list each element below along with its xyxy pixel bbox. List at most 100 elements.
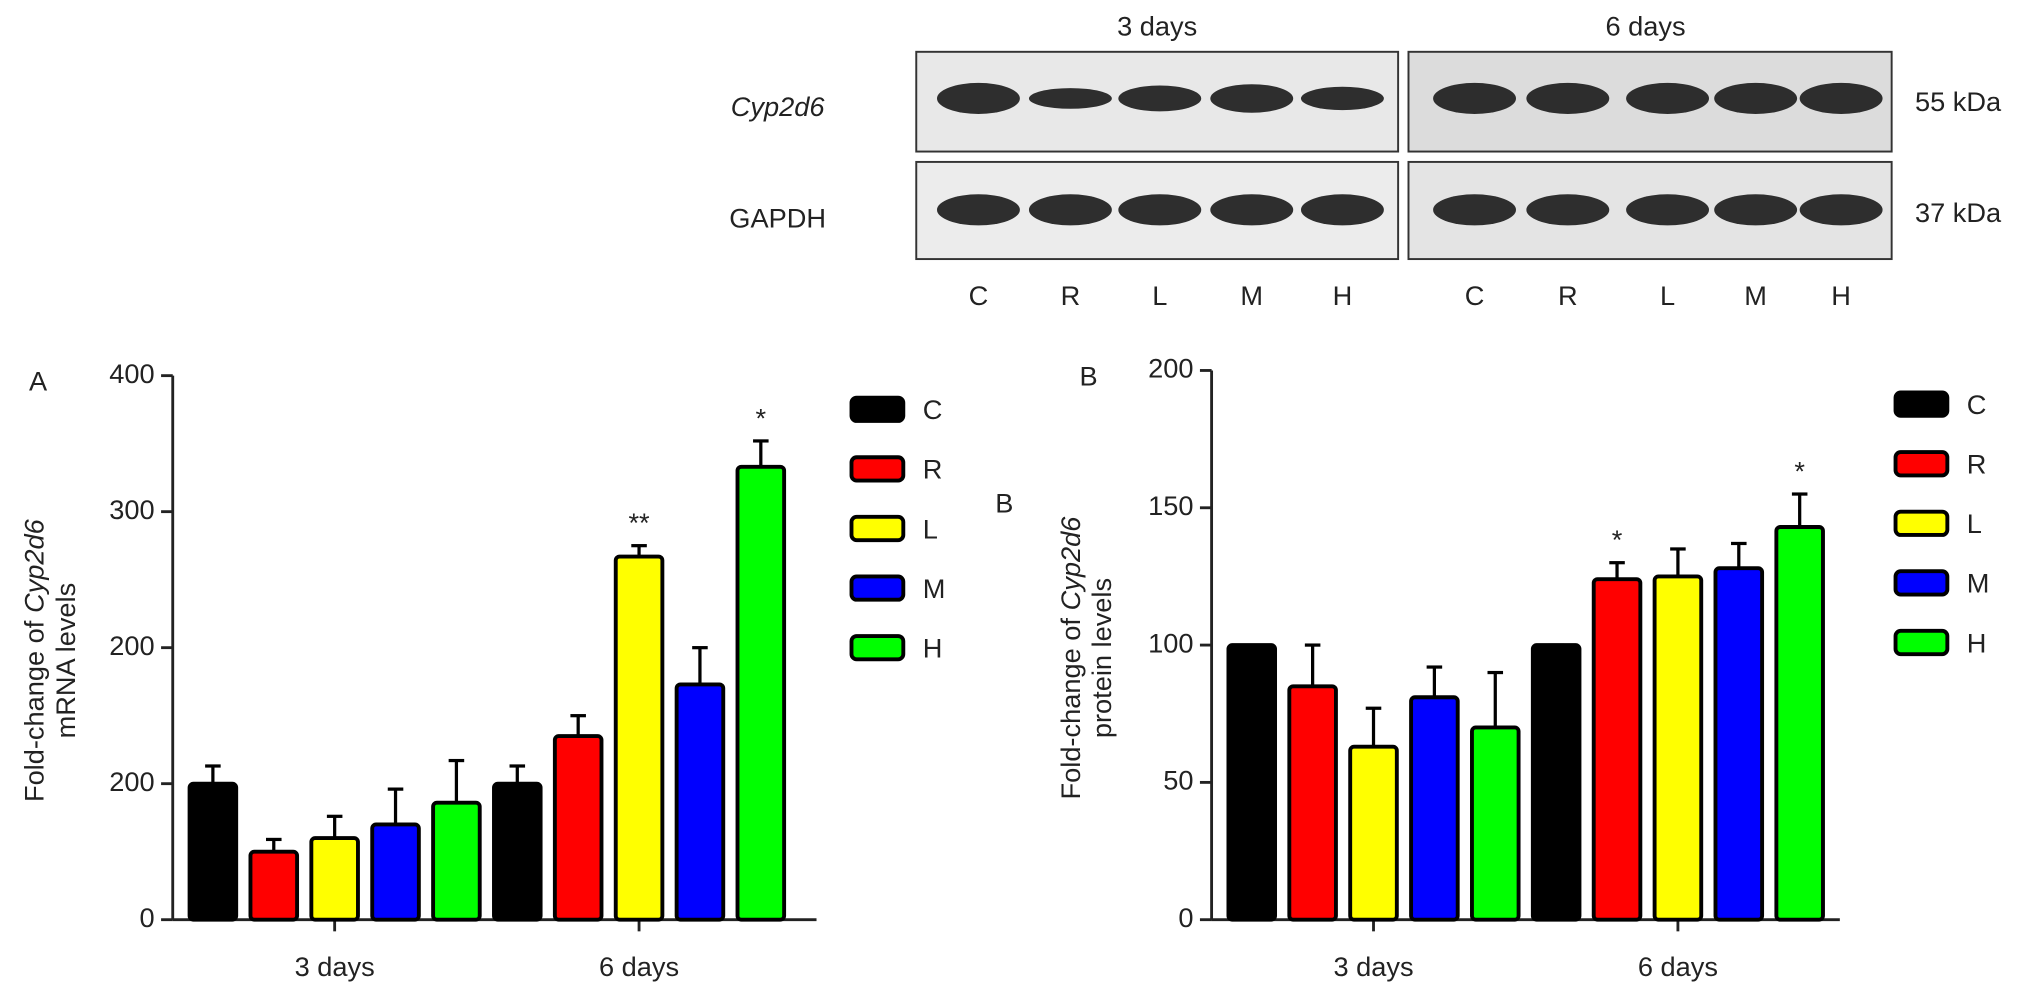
bar bbox=[674, 682, 726, 922]
blot-band bbox=[1118, 85, 1202, 112]
bar bbox=[552, 734, 604, 922]
bar bbox=[1226, 643, 1278, 922]
bar bbox=[370, 822, 421, 922]
blot-band bbox=[1626, 82, 1710, 114]
legend-swatch bbox=[1893, 569, 1950, 597]
blot-band bbox=[1433, 82, 1516, 114]
bar bbox=[309, 836, 360, 922]
legend-label: C bbox=[1967, 389, 1987, 420]
annotation: * bbox=[1612, 524, 1623, 555]
blot-size-label: 55 kDa bbox=[1915, 86, 2002, 117]
panel-label: A bbox=[29, 366, 48, 397]
blot-band bbox=[1433, 194, 1516, 226]
y-tick-label: 0 bbox=[139, 902, 154, 933]
legend-label: L bbox=[1967, 508, 1982, 539]
legend-swatch bbox=[849, 455, 906, 483]
bar bbox=[1287, 684, 1338, 922]
blot-row-label: Cyp2d6 bbox=[731, 91, 826, 122]
legend-swatch bbox=[1893, 450, 1950, 478]
legend-swatch bbox=[1893, 390, 1950, 418]
bar bbox=[248, 849, 300, 922]
bar bbox=[1348, 744, 1399, 922]
bar bbox=[1591, 577, 1643, 922]
bar bbox=[1470, 725, 1521, 922]
x-tick-label: 3 days bbox=[295, 951, 375, 982]
bar bbox=[187, 781, 239, 922]
lane-label: L bbox=[1152, 280, 1167, 311]
western-blot bbox=[915, 50, 1893, 261]
legend-label: M bbox=[923, 573, 946, 604]
bar bbox=[1652, 574, 1704, 922]
legend-label: R bbox=[923, 454, 943, 485]
y-axis-label: Fold-change of Cyp2d6protein levels bbox=[1055, 516, 1117, 800]
lane-label: H bbox=[1831, 280, 1851, 311]
legend-swatch bbox=[849, 574, 906, 602]
blot-band bbox=[936, 82, 1020, 114]
y-tick-label: 0 bbox=[1178, 902, 1193, 933]
bar bbox=[1530, 643, 1582, 922]
legend-label: H bbox=[923, 632, 943, 663]
panel-label: B bbox=[1079, 360, 1097, 391]
annotation: ** bbox=[628, 507, 650, 538]
legend-label: R bbox=[1967, 449, 1987, 480]
bar bbox=[1409, 695, 1460, 922]
y-label-part: mRNA levels bbox=[50, 583, 81, 739]
lane-label: R bbox=[1061, 280, 1081, 311]
blot-band bbox=[1210, 194, 1294, 226]
blot-band bbox=[1526, 194, 1610, 226]
y-tick-label: 200 bbox=[109, 766, 154, 797]
y-label-part: Cyp2d6 bbox=[19, 518, 50, 613]
bar bbox=[492, 781, 543, 922]
bar bbox=[735, 464, 787, 922]
y-tick-label: 150 bbox=[1148, 490, 1193, 521]
blot-band bbox=[1526, 82, 1610, 114]
bar bbox=[431, 800, 482, 922]
blot-band bbox=[1028, 88, 1112, 109]
bar bbox=[1713, 566, 1765, 922]
y-label-part: Cyp2d6 bbox=[1055, 516, 1086, 611]
legend-label: C bbox=[923, 394, 943, 425]
y-label-part: Fold-change of bbox=[1055, 618, 1086, 800]
y-tick-label: 200 bbox=[1148, 353, 1193, 384]
annotation: * bbox=[756, 402, 767, 433]
blot-band bbox=[1300, 86, 1384, 111]
blot-band bbox=[1626, 194, 1710, 226]
blot-band bbox=[1799, 194, 1883, 226]
legend-label: L bbox=[923, 513, 938, 544]
note: B bbox=[995, 487, 1013, 518]
blot-band bbox=[1714, 194, 1798, 226]
x-tick-label: 3 days bbox=[1333, 951, 1413, 982]
lane-label: C bbox=[969, 280, 989, 311]
blot-band bbox=[1028, 194, 1112, 226]
legend-swatch bbox=[1893, 509, 1950, 537]
legend-label: H bbox=[1967, 627, 1987, 658]
lane-label: H bbox=[1333, 280, 1353, 311]
lane-label: M bbox=[1240, 280, 1263, 311]
annotation: * bbox=[1794, 456, 1805, 487]
blot-band bbox=[1118, 194, 1202, 226]
y-tick-label: 100 bbox=[1148, 627, 1193, 658]
legend-swatch bbox=[849, 514, 906, 543]
period-label: 3 days bbox=[1117, 11, 1197, 42]
blot-band bbox=[1210, 84, 1294, 113]
lane-label: M bbox=[1744, 280, 1767, 311]
y-label-part: Fold-change of bbox=[19, 620, 50, 802]
y-label-part: protein levels bbox=[1086, 578, 1117, 738]
x-tick-label: 6 days bbox=[599, 951, 679, 982]
bar bbox=[1774, 525, 1825, 922]
period-label: 6 days bbox=[1605, 11, 1685, 42]
y-tick-label: 200 bbox=[109, 630, 154, 661]
blot-band bbox=[1799, 82, 1883, 114]
lane-label: C bbox=[1465, 280, 1485, 311]
x-tick-label: 6 days bbox=[1638, 951, 1718, 982]
legend-swatch bbox=[1893, 628, 1950, 657]
lane-label: L bbox=[1660, 280, 1675, 311]
bar bbox=[613, 554, 665, 922]
blot-band bbox=[936, 194, 1020, 226]
blot-size-label: 37 kDa bbox=[1915, 197, 2002, 228]
legend-swatch bbox=[849, 395, 906, 423]
legend-swatch bbox=[849, 634, 906, 662]
y-axis-label: Fold-change of Cyp2d6mRNA levels bbox=[19, 518, 81, 802]
blot-band bbox=[1714, 82, 1798, 114]
y-tick-label: 300 bbox=[109, 494, 154, 525]
